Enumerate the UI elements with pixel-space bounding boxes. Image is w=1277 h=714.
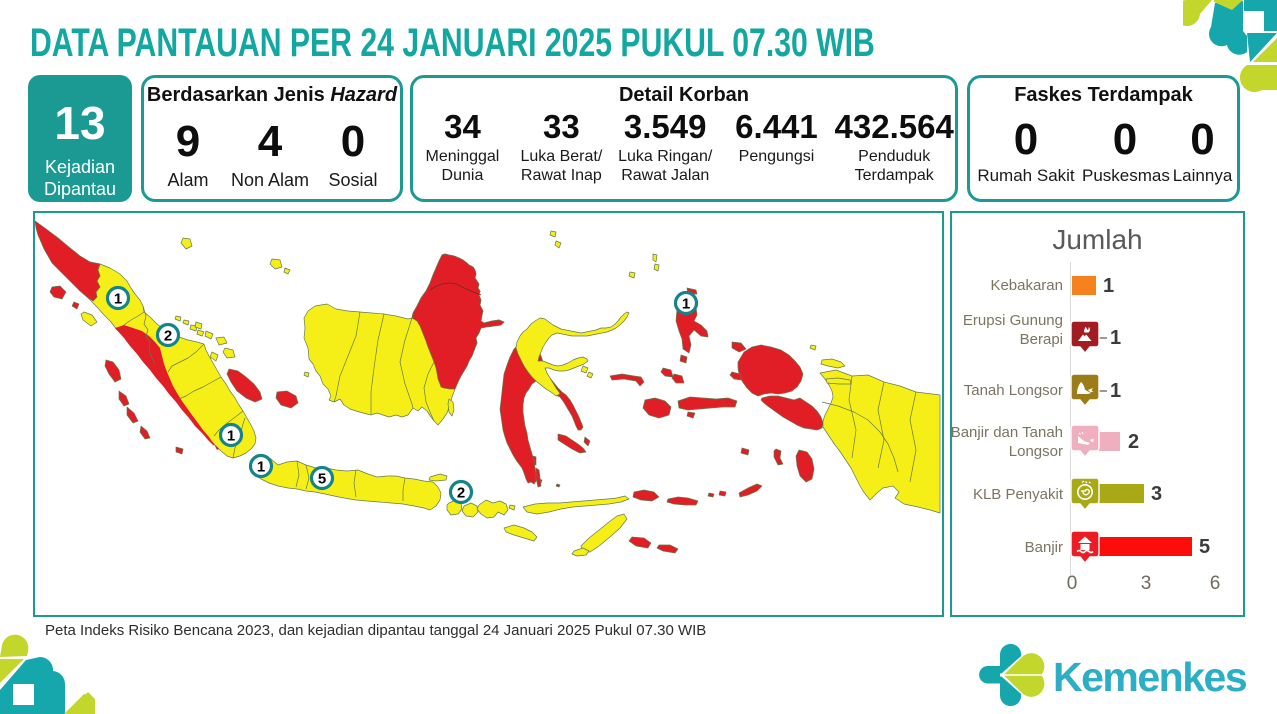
svg-text:1: 1 bbox=[227, 428, 235, 445]
svg-text:Kemenkes: Kemenkes bbox=[1053, 654, 1247, 700]
svg-text:1: 1 bbox=[257, 459, 265, 476]
svg-text:2: 2 bbox=[457, 485, 465, 502]
svg-text:1: 1 bbox=[114, 291, 122, 308]
svg-text:5: 5 bbox=[318, 471, 326, 488]
svg-text:1: 1 bbox=[682, 296, 690, 313]
svg-text:2: 2 bbox=[164, 328, 172, 345]
